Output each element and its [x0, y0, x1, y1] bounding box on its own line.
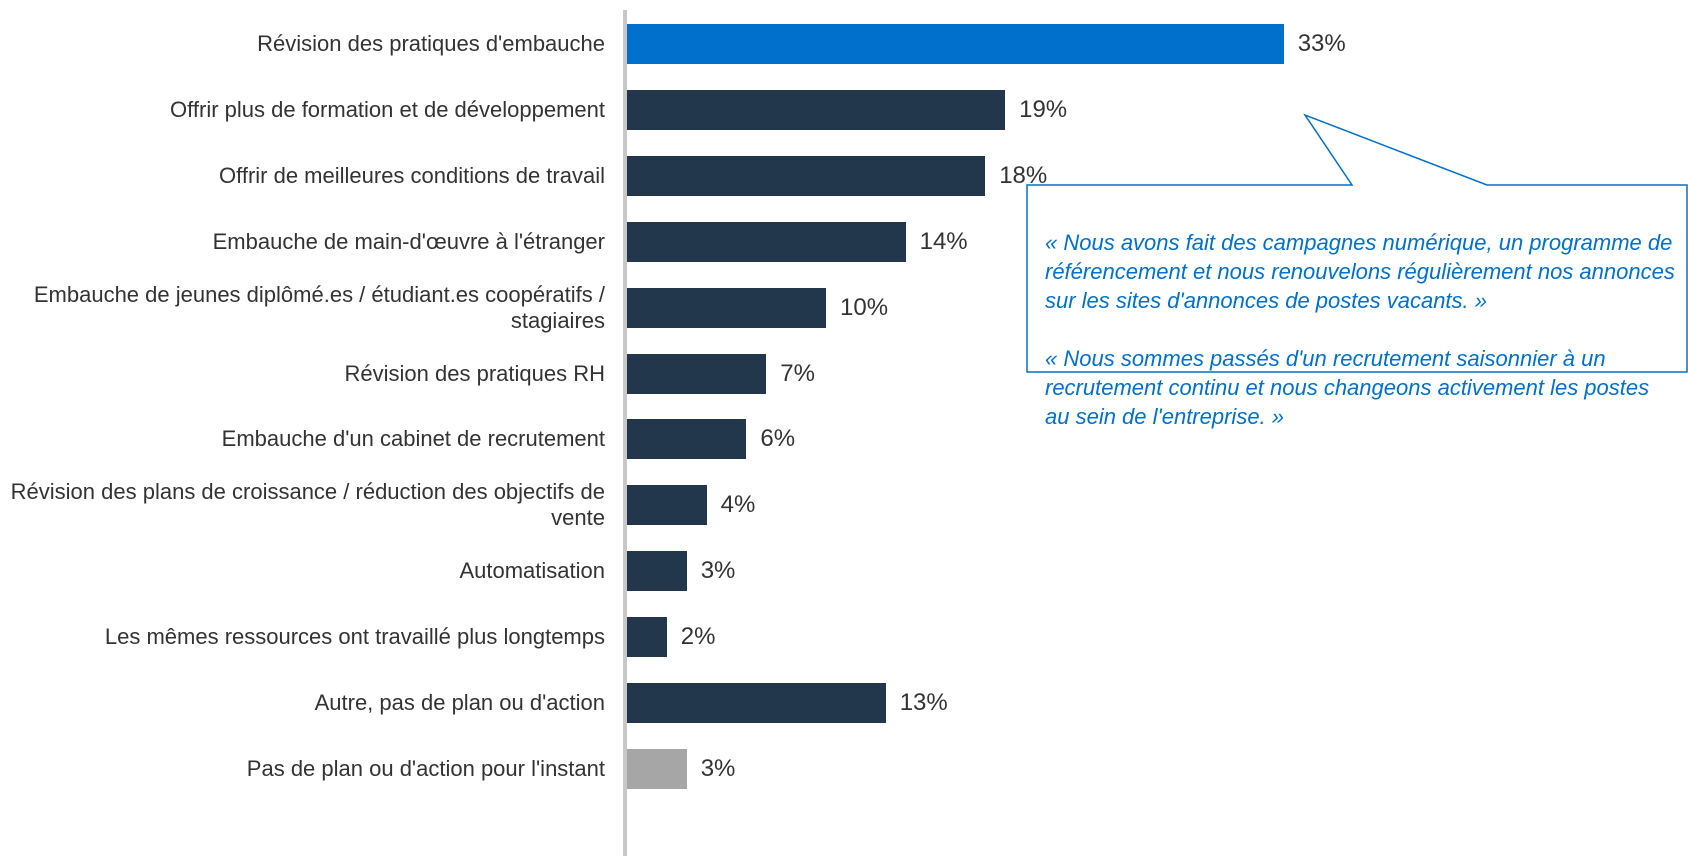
value-label: 3% — [700, 557, 736, 585]
value-label: 6% — [760, 425, 796, 453]
value-label: 18% — [999, 161, 1048, 189]
category-label: Révision des pratiques RH — [344, 360, 605, 386]
bar — [627, 221, 906, 262]
category-label: Autre, pas de plan ou d'action — [314, 690, 605, 715]
value-label: 3% — [700, 754, 736, 782]
value-label: 4% — [720, 491, 756, 519]
category-label: Révision des plans de croissance / réduc… — [10, 479, 605, 531]
quote: « Nous avons fait des campagnes numériqu… — [1045, 230, 1675, 313]
bar — [627, 419, 747, 460]
bar — [627, 551, 687, 592]
value-label: 10% — [840, 293, 889, 321]
value-label: 2% — [680, 623, 716, 651]
value-label: 19% — [1019, 95, 1068, 123]
category-label: Automatisation — [459, 558, 605, 584]
bar — [627, 748, 687, 789]
bar — [627, 485, 707, 526]
category-label: Offrir de meilleures conditions de trava… — [219, 162, 605, 188]
callout — [1026, 113, 1688, 373]
bar — [627, 155, 986, 196]
bar — [627, 683, 886, 723]
bar — [627, 353, 767, 394]
category-label: Pas de plan ou d'action pour l'instant — [246, 755, 605, 781]
category-label: Les mêmes ressources ont travaillé plus … — [104, 624, 605, 650]
quote: « Nous sommes passés d'un recrutement sa… — [1045, 346, 1650, 429]
value-label: 14% — [919, 227, 968, 255]
category-label: Embauche de jeunes diplômé.es / étudiant… — [33, 281, 605, 333]
bar — [627, 287, 826, 328]
category-label: Révision des pratiques d'embauche — [257, 31, 605, 56]
value-label: 7% — [780, 359, 815, 387]
bar — [627, 617, 667, 658]
callout-text: « Nous avons fait des campagnes numériqu… — [1045, 228, 1675, 460]
category-label: Embauche de main-d'œuvre à l'étranger — [212, 228, 605, 254]
value-label: 13% — [899, 689, 948, 716]
category-label: Embauche d'un cabinet de recrutement — [221, 426, 605, 452]
category-label: Offrir plus de formation et de développe… — [170, 96, 605, 122]
bar — [627, 89, 1006, 130]
value-label: 33% — [1297, 30, 1346, 57]
bar — [627, 24, 1284, 64]
